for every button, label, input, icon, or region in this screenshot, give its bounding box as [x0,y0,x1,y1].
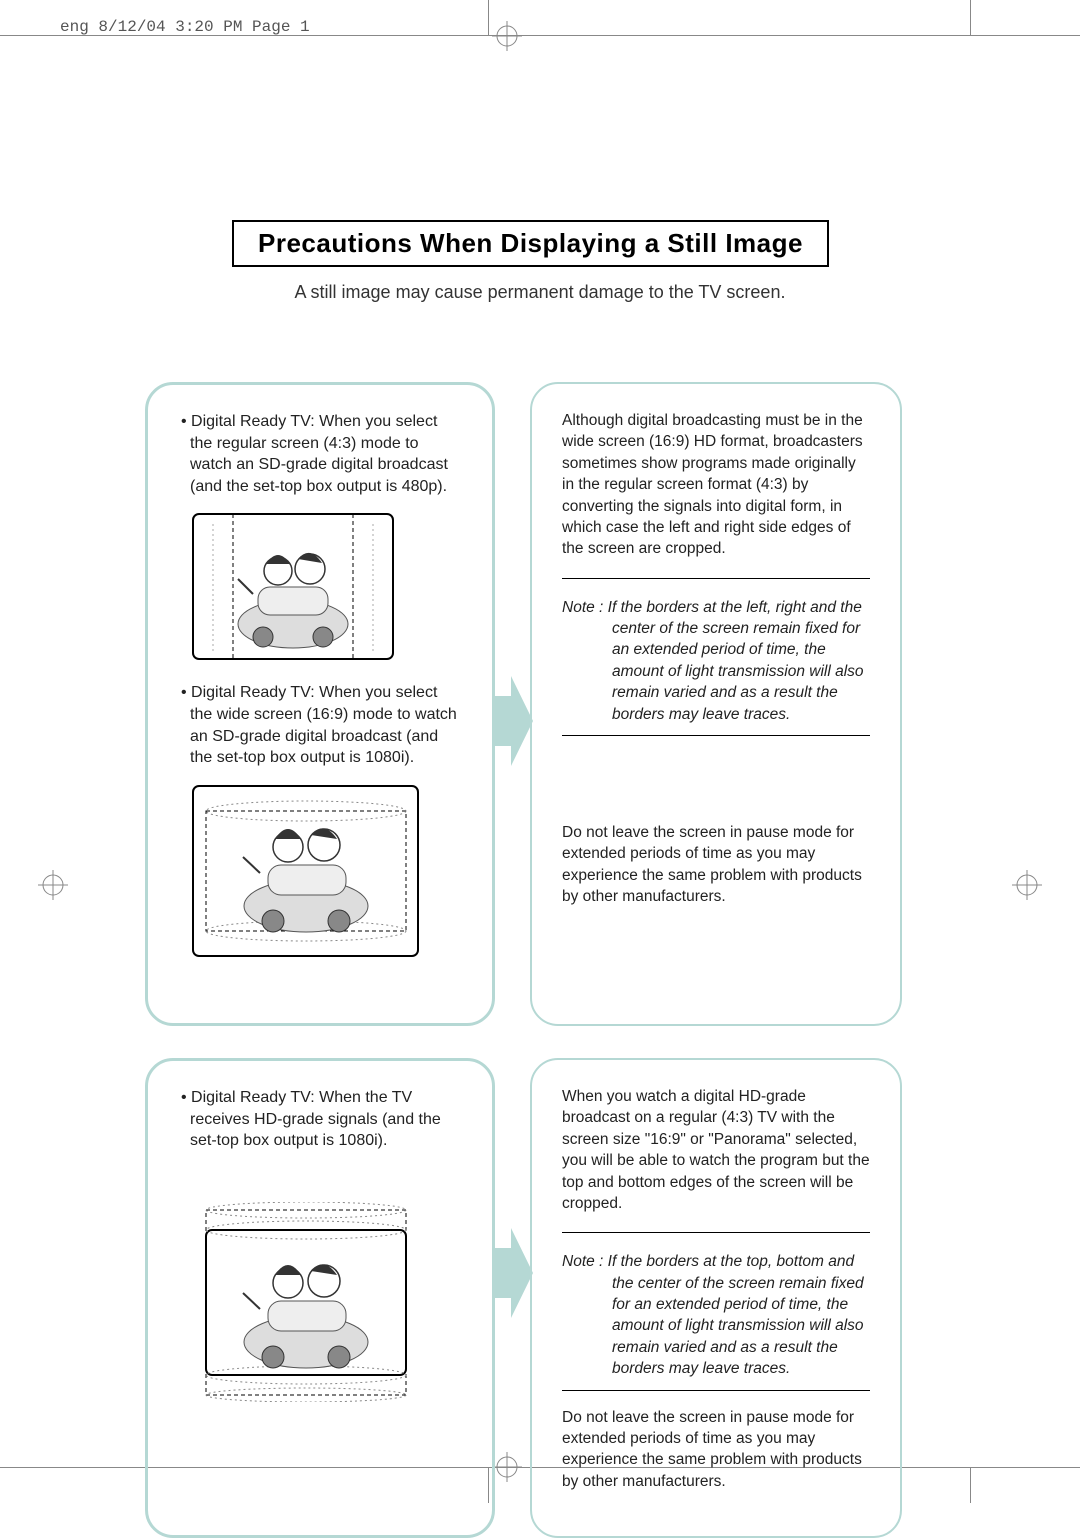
paragraph: Do not leave the screen in pause mode fo… [562,1407,870,1493]
divider [562,1232,870,1233]
crop-vline [970,0,971,36]
registration-mark-icon [492,21,522,51]
crop-vline [488,0,489,36]
note-text: Note : If the borders at the top, bottom… [562,1251,870,1379]
registration-mark-icon [492,1452,522,1482]
divider [562,1390,870,1391]
panel-left-2: • Digital Ready TV: When the TV receives… [145,1058,495,1538]
page-header: eng 8/12/04 3:20 PM Page 1 [60,18,310,36]
illustration-169-icon [188,781,462,961]
divider [562,735,870,736]
panel-right-2: When you watch a digital HD-grade broadc… [530,1058,902,1538]
divider [562,578,870,579]
arrow-right-icon [493,676,533,766]
panel-right-1: Although digital broadcasting must be in… [530,382,902,1026]
illustration-hd-icon [188,1202,462,1402]
paragraph: Although digital broadcasting must be in… [562,410,870,560]
arrow-right-icon [493,1228,533,1318]
bullet-text: • Digital Ready TV: When the TV receives… [178,1087,462,1152]
crop-vline [970,1467,971,1503]
paragraph: Do not leave the screen in pause mode fo… [562,822,870,908]
illustration-43-icon [188,509,462,664]
page-title: Precautions When Displaying a Still Imag… [258,228,803,259]
paragraph: When you watch a digital HD-grade broadc… [562,1086,870,1214]
title-box: Precautions When Displaying a Still Imag… [232,220,829,267]
note-text: Note : If the borders at the left, right… [562,597,870,725]
subtitle: A still image may cause permanent damage… [0,282,1080,303]
registration-mark-icon [38,870,68,900]
registration-mark-icon [1012,870,1042,900]
bullet-text: • Digital Ready TV: When you select the … [178,411,462,497]
bullet-text: • Digital Ready TV: When you select the … [178,682,462,768]
panel-left-1: • Digital Ready TV: When you select the … [145,382,495,1026]
